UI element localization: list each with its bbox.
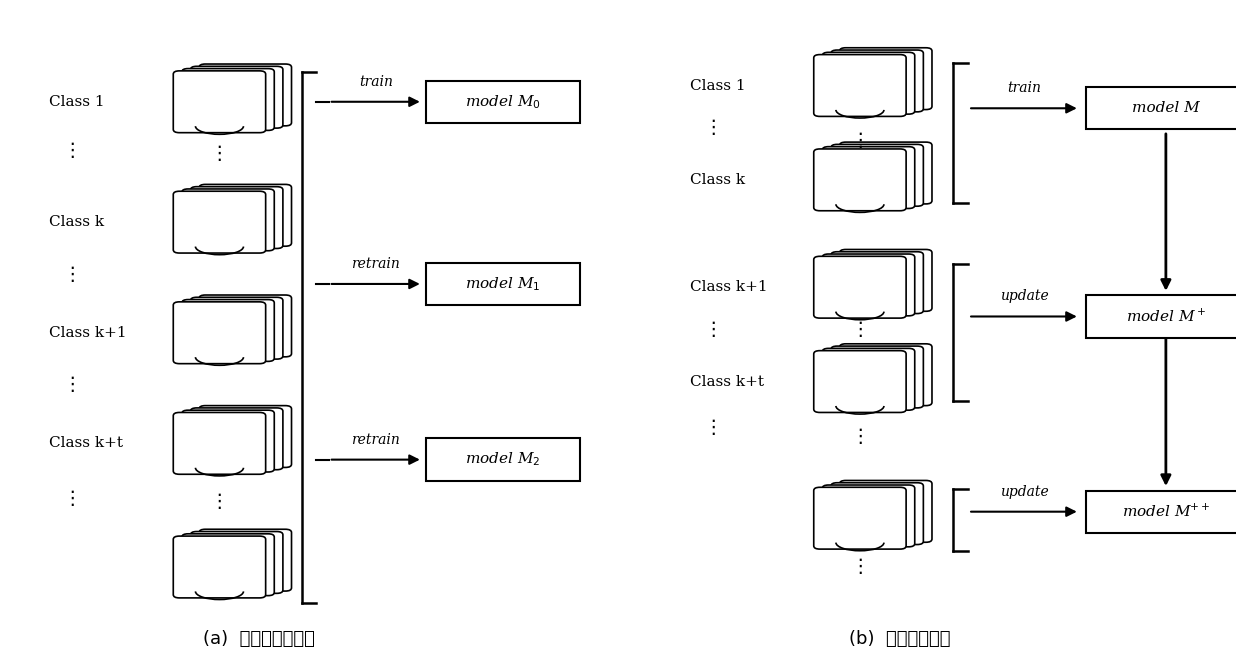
FancyBboxPatch shape <box>174 71 265 132</box>
FancyBboxPatch shape <box>174 536 265 598</box>
FancyBboxPatch shape <box>1086 295 1240 337</box>
FancyBboxPatch shape <box>839 480 932 542</box>
FancyBboxPatch shape <box>425 438 580 481</box>
Text: ⋮: ⋮ <box>62 376 82 394</box>
FancyBboxPatch shape <box>813 256 906 318</box>
Text: update: update <box>999 484 1048 499</box>
FancyBboxPatch shape <box>822 485 915 547</box>
FancyBboxPatch shape <box>200 64 291 126</box>
FancyBboxPatch shape <box>182 410 274 472</box>
FancyBboxPatch shape <box>200 295 291 357</box>
Text: update: update <box>999 289 1048 304</box>
FancyBboxPatch shape <box>1086 87 1240 129</box>
FancyBboxPatch shape <box>813 487 906 549</box>
Text: Class k+t: Class k+t <box>50 436 124 450</box>
Text: ⋮: ⋮ <box>62 141 82 160</box>
FancyBboxPatch shape <box>200 406 291 467</box>
Text: model M$_2$: model M$_2$ <box>465 451 541 469</box>
Text: Class k+t: Class k+t <box>689 374 764 389</box>
FancyBboxPatch shape <box>831 346 924 408</box>
FancyBboxPatch shape <box>174 413 265 474</box>
FancyBboxPatch shape <box>425 80 580 123</box>
FancyBboxPatch shape <box>200 185 291 246</box>
Text: model M: model M <box>1132 101 1200 115</box>
Text: ⋮: ⋮ <box>851 131 869 150</box>
Text: Class k+1: Class k+1 <box>50 326 128 340</box>
Text: ⋮: ⋮ <box>851 427 869 446</box>
Text: Class 1: Class 1 <box>689 78 745 92</box>
FancyBboxPatch shape <box>813 55 906 117</box>
Text: retrain: retrain <box>351 432 401 447</box>
Text: ⋮: ⋮ <box>851 558 869 577</box>
Text: ⋮: ⋮ <box>62 265 82 283</box>
Text: Class 1: Class 1 <box>50 95 105 109</box>
FancyBboxPatch shape <box>822 147 915 208</box>
FancyBboxPatch shape <box>191 67 283 128</box>
Text: Class k+1: Class k+1 <box>689 280 768 294</box>
Text: retrain: retrain <box>351 257 401 271</box>
FancyBboxPatch shape <box>813 351 906 413</box>
FancyBboxPatch shape <box>182 534 274 596</box>
Text: train: train <box>358 74 393 89</box>
FancyBboxPatch shape <box>174 191 265 253</box>
FancyBboxPatch shape <box>1086 490 1240 533</box>
FancyBboxPatch shape <box>191 532 283 593</box>
FancyBboxPatch shape <box>831 252 924 314</box>
FancyBboxPatch shape <box>182 189 274 251</box>
FancyBboxPatch shape <box>191 297 283 359</box>
Text: ⋮: ⋮ <box>210 492 229 511</box>
Text: (a)  无增量机器学习: (a) 无增量机器学习 <box>203 630 315 648</box>
FancyBboxPatch shape <box>839 47 932 109</box>
FancyBboxPatch shape <box>839 142 932 204</box>
Text: model M$_1$: model M$_1$ <box>465 275 541 293</box>
Text: Class k: Class k <box>689 173 745 187</box>
FancyBboxPatch shape <box>839 250 932 311</box>
FancyBboxPatch shape <box>822 254 915 316</box>
Text: ⋮: ⋮ <box>210 144 229 163</box>
Text: model M$^+$: model M$^+$ <box>1126 308 1205 325</box>
Text: model M$^{++}$: model M$^{++}$ <box>1121 503 1210 521</box>
Text: ⋮: ⋮ <box>703 119 723 137</box>
FancyBboxPatch shape <box>831 144 924 206</box>
FancyBboxPatch shape <box>425 263 580 305</box>
FancyBboxPatch shape <box>831 483 924 544</box>
FancyBboxPatch shape <box>174 302 265 364</box>
FancyBboxPatch shape <box>182 300 274 361</box>
Text: ⋮: ⋮ <box>62 489 82 508</box>
FancyBboxPatch shape <box>182 69 274 130</box>
FancyBboxPatch shape <box>813 149 906 211</box>
FancyBboxPatch shape <box>831 50 924 112</box>
FancyBboxPatch shape <box>822 349 915 410</box>
Text: Class k: Class k <box>50 215 104 229</box>
Text: ⋮: ⋮ <box>851 320 869 339</box>
Text: ⋮: ⋮ <box>703 320 723 339</box>
FancyBboxPatch shape <box>839 344 932 406</box>
FancyBboxPatch shape <box>191 186 283 248</box>
Text: train: train <box>1007 81 1040 96</box>
FancyBboxPatch shape <box>200 529 291 591</box>
Text: model M$_0$: model M$_0$ <box>465 93 541 111</box>
FancyBboxPatch shape <box>191 408 283 470</box>
FancyBboxPatch shape <box>822 52 915 114</box>
Text: (b)  增量机器学习: (b) 增量机器学习 <box>849 630 950 648</box>
Text: ⋮: ⋮ <box>703 418 723 437</box>
